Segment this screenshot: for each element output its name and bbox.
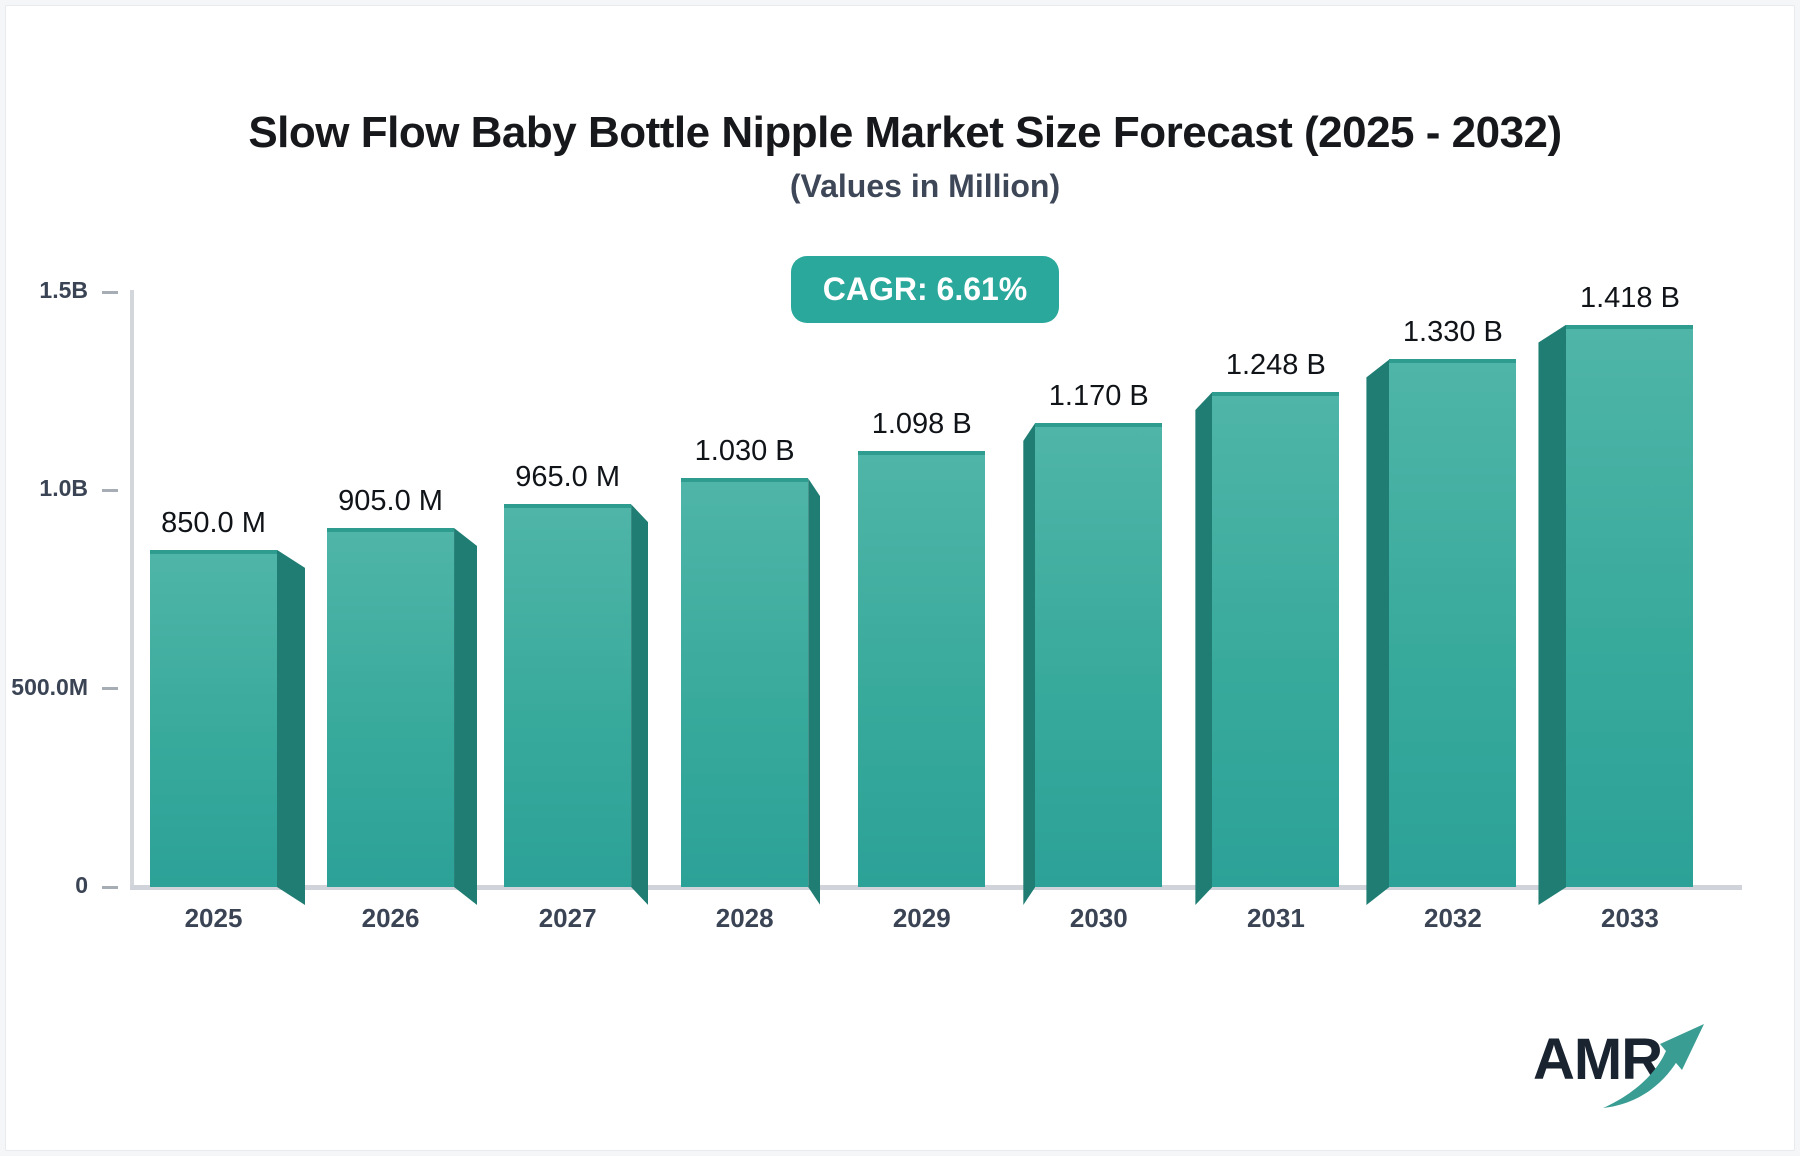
bar-side-face [454, 528, 477, 905]
bar [1212, 391, 1340, 887]
bar-value-label: 1.248 B [1225, 348, 1326, 381]
x-tick-label: 2025 [184, 903, 243, 933]
bar-value-label: 905.0 M [338, 485, 443, 518]
bar-value-label: 1.418 B [1579, 281, 1680, 314]
amr-logo-text: AMR [1533, 1027, 1663, 1092]
bar-side-face [808, 478, 820, 905]
bar [504, 504, 632, 887]
bar-side-face [631, 504, 648, 905]
chart-subtitle: (Values in Million) [789, 168, 1061, 204]
x-tick-label: 2028 [715, 903, 774, 933]
y-tick-dash [102, 290, 118, 294]
bar [1566, 324, 1694, 887]
x-tick-label: 2030 [1069, 903, 1128, 933]
cagr-badge: CAGR: 6.61% [791, 256, 1059, 323]
y-tick-dash [102, 488, 118, 492]
y-tick-label: 500.0M [11, 673, 88, 700]
bar-value-label: 1.030 B [694, 435, 795, 468]
amr-logo: AMR [1515, 1018, 1755, 1133]
bar [150, 549, 277, 887]
bar-value-label: 965.0 M [515, 461, 621, 494]
x-tick-label: 2029 [892, 903, 951, 933]
x-tick-label: 2031 [1246, 903, 1305, 933]
y-tick-dash [102, 885, 118, 889]
x-tick-label: 2026 [361, 903, 420, 933]
y-tick-label: 0 [75, 872, 88, 898]
bar-side-face [277, 550, 305, 905]
bar [858, 451, 986, 887]
y-axis-line [130, 290, 134, 889]
x-tick-label: 2027 [538, 903, 597, 933]
growth-arrow-icon [1603, 1024, 1704, 1108]
bar-value-label: 850.0 M [161, 506, 266, 539]
bar-side-face [1023, 423, 1035, 905]
bar-value-label: 1.098 B [871, 408, 972, 441]
y-tick-dash [102, 687, 118, 691]
bar-side-face [1366, 359, 1389, 905]
x-tick-label: 2033 [1601, 903, 1659, 933]
bar-side-face [1538, 325, 1566, 905]
bar [1035, 422, 1163, 887]
chart-title: Slow Flow Baby Bottle Nipple Market Size… [248, 108, 1562, 157]
bar [327, 528, 455, 887]
bar [1389, 359, 1517, 887]
y-tick-label: 1.5B [39, 277, 88, 303]
bar-value-label: 1.170 B [1048, 379, 1149, 412]
bar [681, 478, 809, 887]
x-tick-label: 2032 [1423, 903, 1482, 933]
bar-value-label: 1.330 B [1402, 316, 1503, 349]
bar-side-face [1195, 392, 1212, 905]
y-tick-label: 1.0B [39, 475, 88, 502]
x-axis-line [130, 885, 1742, 890]
